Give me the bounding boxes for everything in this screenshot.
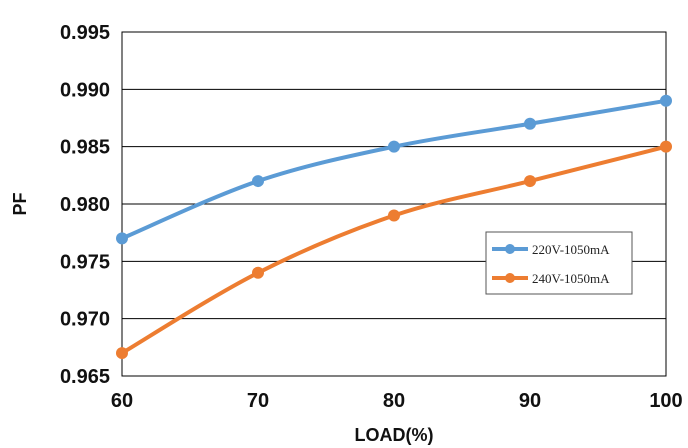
y-tick-label: 0.980 xyxy=(60,194,110,216)
y-tick-label: 0.985 xyxy=(60,137,110,159)
y-tick-label: 0.965 xyxy=(60,366,110,388)
x-axis-title: LOAD(%) xyxy=(355,425,434,445)
x-tick-label: 70 xyxy=(247,390,269,412)
x-tick-label: 60 xyxy=(111,390,133,412)
data-point xyxy=(524,175,536,188)
series-220V-1050mA xyxy=(116,94,672,245)
data-point xyxy=(388,209,400,222)
x-tick-labels: 60 70 80 90 100 xyxy=(111,390,683,412)
x-tick-label: 80 xyxy=(383,390,405,412)
data-point xyxy=(116,347,128,360)
x-tick-label: 90 xyxy=(519,390,541,412)
y-tick-labels: 0.965 0.970 0.975 0.980 0.985 0.990 0.995 xyxy=(60,22,110,388)
x-tick-label: 100 xyxy=(649,390,682,412)
legend-marker xyxy=(505,273,515,283)
data-point xyxy=(660,94,672,107)
data-point xyxy=(252,266,264,279)
y-tick-label: 0.970 xyxy=(60,309,110,331)
series-240V-1050mA xyxy=(116,140,672,360)
data-point xyxy=(660,140,672,153)
series-layer xyxy=(116,94,672,360)
data-point xyxy=(524,117,536,130)
legend-marker xyxy=(505,244,515,254)
data-point xyxy=(388,140,400,153)
legend: 220V-1050mA 240V-1050mA xyxy=(485,231,633,295)
legend-label: 220V-1050mA xyxy=(532,242,610,257)
data-point xyxy=(252,175,264,188)
y-tick-label: 0.990 xyxy=(60,79,110,101)
y-tick-label: 0.975 xyxy=(60,251,110,273)
plot-area-frame xyxy=(121,31,667,377)
y-axis-title: PF xyxy=(10,192,30,215)
legend-label: 240V-1050mA xyxy=(532,271,610,286)
legend-box xyxy=(485,231,633,295)
y-tick-label: 0.995 xyxy=(60,22,110,44)
data-point xyxy=(116,232,128,245)
